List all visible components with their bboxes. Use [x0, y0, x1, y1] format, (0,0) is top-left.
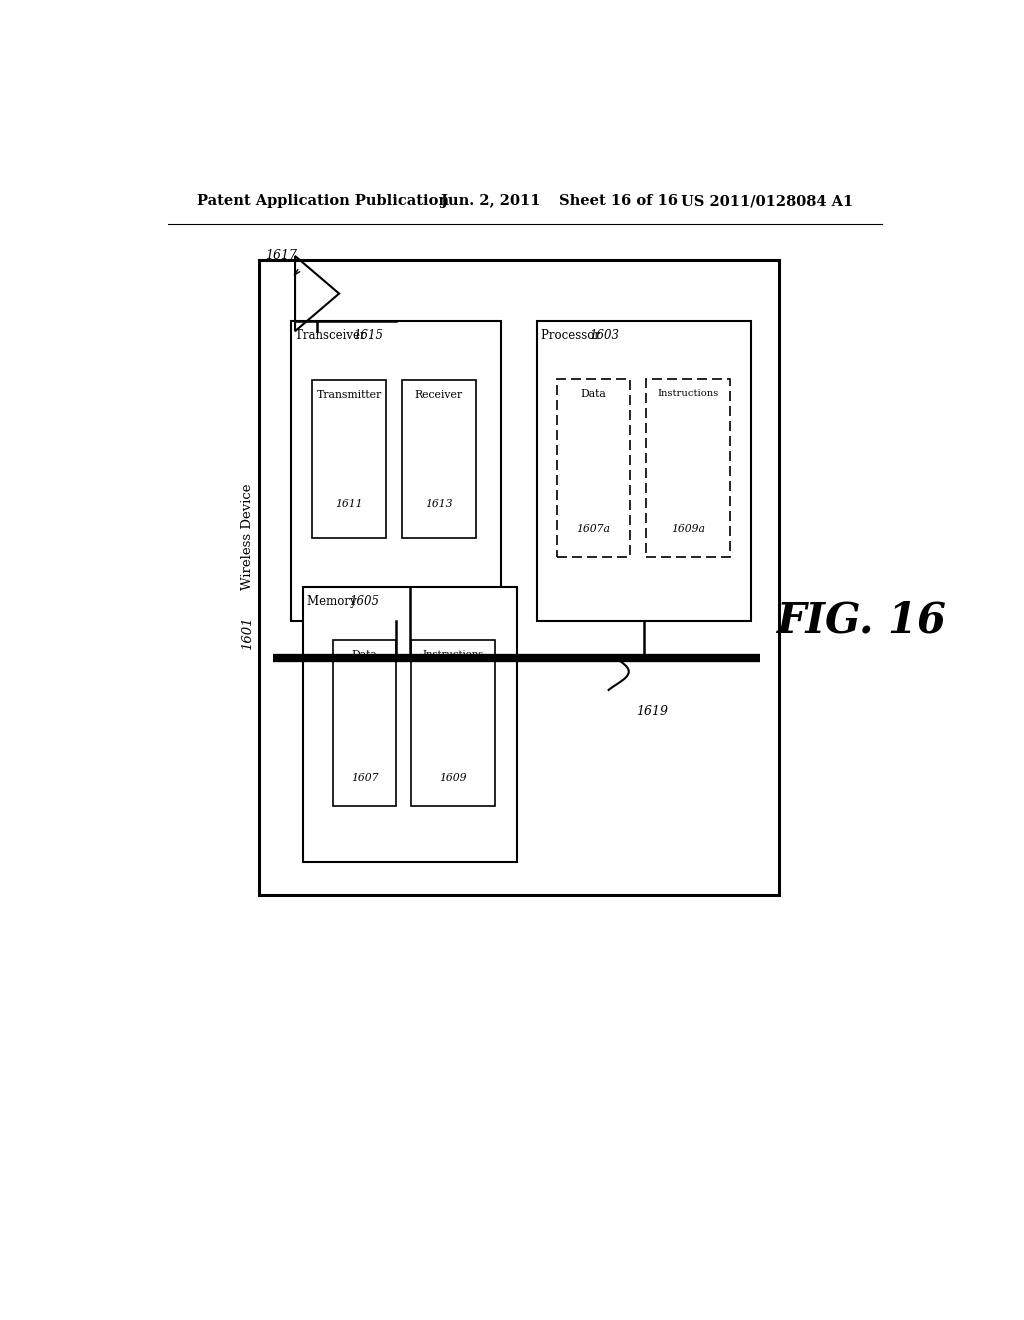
- Text: 1613: 1613: [425, 499, 453, 510]
- Text: FIG. 16: FIG. 16: [777, 599, 947, 642]
- Bar: [537, 321, 751, 620]
- Bar: [401, 380, 475, 537]
- Text: Memory: Memory: [307, 595, 360, 609]
- Text: Instructions: Instructions: [422, 651, 483, 659]
- Text: 1603: 1603: [589, 329, 620, 342]
- Text: 1609: 1609: [439, 774, 467, 783]
- Text: Patent Application Publication: Patent Application Publication: [197, 194, 450, 209]
- Text: 1617: 1617: [265, 249, 297, 263]
- Bar: [312, 380, 386, 537]
- Text: 1607a: 1607a: [577, 524, 610, 535]
- Text: 1611: 1611: [335, 499, 362, 510]
- Text: Wireless Device: Wireless Device: [242, 483, 254, 590]
- Text: 1601: 1601: [242, 616, 254, 651]
- Text: 1605: 1605: [349, 595, 380, 609]
- Bar: [333, 640, 396, 805]
- Bar: [291, 321, 501, 620]
- Text: Processor: Processor: [542, 329, 604, 342]
- Bar: [557, 379, 631, 557]
- Text: Sheet 16 of 16: Sheet 16 of 16: [559, 194, 678, 209]
- Bar: [303, 587, 517, 862]
- Bar: [412, 640, 495, 805]
- Text: Instructions: Instructions: [657, 389, 719, 399]
- Text: Transmitter: Transmitter: [316, 391, 382, 400]
- Text: US 2011/0128084 A1: US 2011/0128084 A1: [681, 194, 853, 209]
- Text: Data: Data: [581, 389, 606, 399]
- Text: Transceiver: Transceiver: [296, 329, 370, 342]
- Text: 1619: 1619: [636, 705, 668, 718]
- Text: 1615: 1615: [353, 329, 383, 342]
- Bar: [646, 379, 729, 557]
- Bar: [259, 260, 778, 895]
- Text: Data: Data: [351, 651, 378, 660]
- Text: 1607: 1607: [351, 774, 378, 783]
- Text: 1609a: 1609a: [671, 524, 705, 535]
- Text: Jun. 2, 2011: Jun. 2, 2011: [441, 194, 541, 209]
- Text: Receiver: Receiver: [415, 391, 463, 400]
